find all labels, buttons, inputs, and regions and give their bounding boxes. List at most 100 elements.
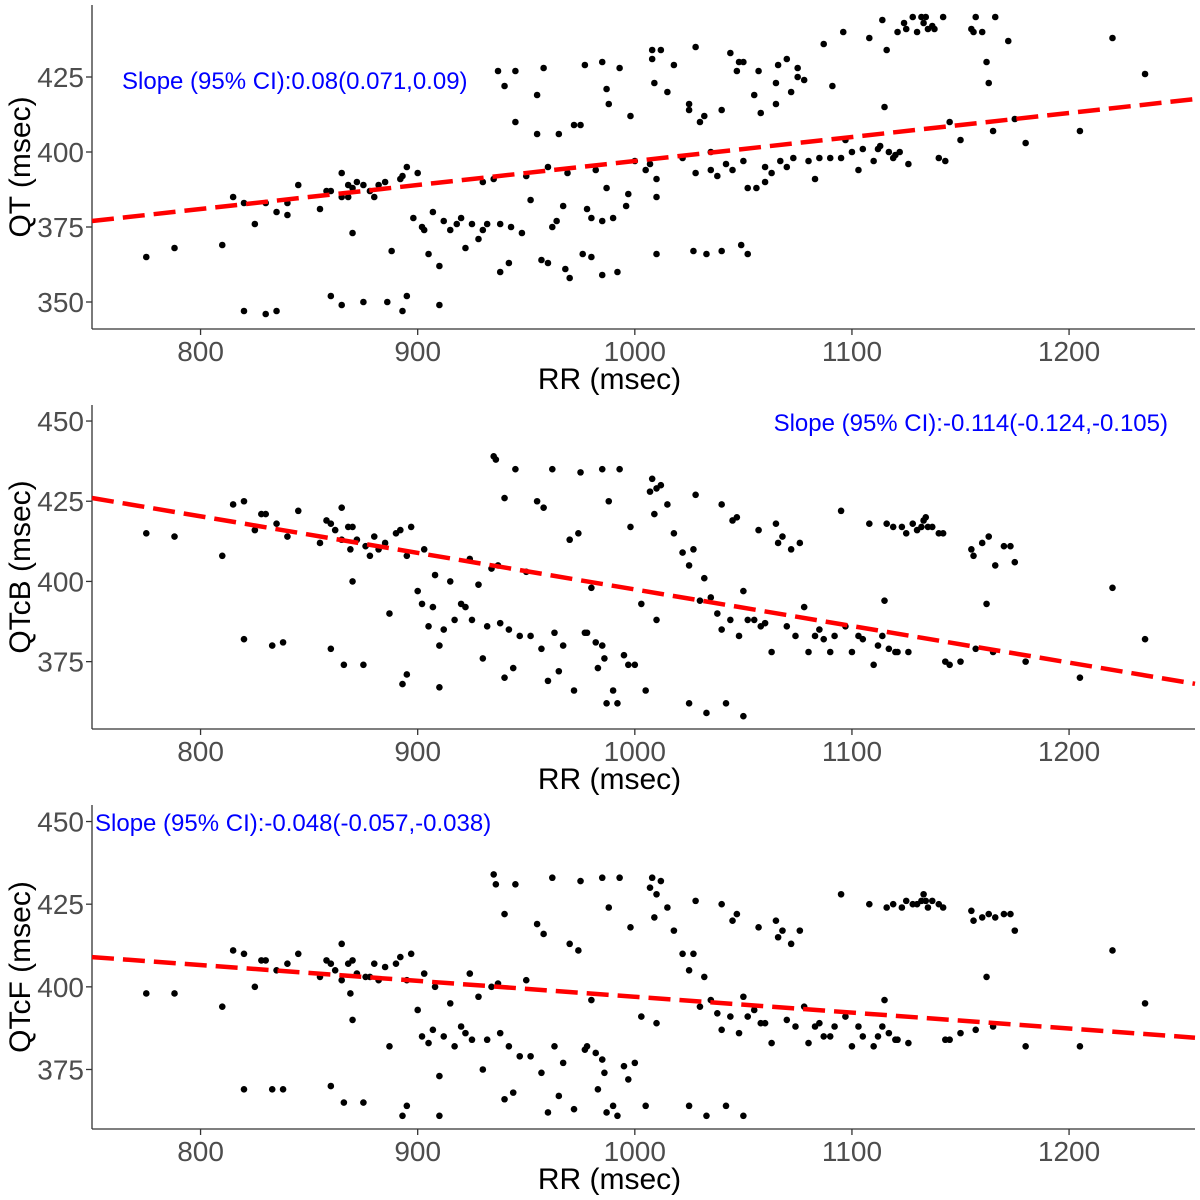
data-point [171,533,178,540]
x-tick-label: 1100 [822,736,882,767]
data-point [598,874,606,882]
data-point [792,1023,799,1030]
data-point [920,19,927,27]
data-point [360,1099,367,1106]
data-point [527,196,534,204]
data-point [375,181,382,189]
data-point [757,109,765,117]
data-point [653,616,660,624]
data-point [614,700,621,707]
data-point [879,632,886,640]
data-point [900,19,908,27]
data-point [653,250,660,258]
data-point [855,166,862,174]
data-point [646,884,654,891]
data-point [501,494,508,502]
data-point [418,600,426,608]
data-point [685,562,693,569]
data-point [284,211,291,219]
data-point [494,67,502,75]
data-point [700,574,708,582]
data-point [609,214,617,222]
data-point [631,1059,639,1067]
data-point [744,1013,752,1020]
data-point [577,469,584,476]
data-point [349,1016,356,1024]
data-point [403,671,411,678]
data-point [229,193,237,201]
data-point [983,973,990,981]
data-point [583,205,591,213]
y-tick-label: 400 [37,137,84,168]
data-point [540,504,547,511]
data-point [837,507,845,515]
data-point [218,1003,226,1010]
data-point [761,163,769,171]
data-point [338,504,345,511]
data-point [440,626,448,633]
data-point [859,635,867,643]
data-points [142,13,1149,318]
data-point [816,626,823,633]
data-point [729,166,736,174]
data-point [816,1019,823,1027]
data-point [429,208,437,216]
data-point [533,130,541,138]
data-point [262,957,270,964]
x-tick-label: 900 [394,736,441,767]
data-point [692,169,699,177]
data-point [740,993,747,1001]
data-point [538,645,545,653]
data-point [509,1089,517,1096]
data-point [653,1019,660,1027]
data-point [707,594,715,601]
regression-line [91,954,1196,1040]
data-point [664,904,671,911]
data-point [381,539,389,547]
data-point [349,229,356,237]
data-point [703,1112,710,1120]
data-point [551,1043,558,1050]
data-point [820,40,828,48]
data-point [240,950,248,958]
data-point [866,520,873,527]
data-point [566,940,573,948]
chart-panel-1: 800 900 1000 1100 1200 350 375 400 425 RR (msec) Q… [4,5,1196,396]
data-point [1141,70,1149,78]
data-point [642,166,649,174]
data-point [579,250,587,258]
data-point [501,910,508,918]
x-axis-title: RR (msec) [538,363,681,396]
y-tick-label: 450 [37,807,84,838]
data-point [718,247,725,255]
data-point [505,626,513,633]
data-point [883,520,890,527]
data-point [425,623,432,630]
data-point [620,1062,628,1070]
data-point [451,1043,458,1050]
data-point [240,1086,248,1093]
data-point [902,897,910,905]
x-tick-label: 1100 [822,1136,882,1167]
data-point [696,1003,704,1010]
data-point [338,976,345,984]
data-point [638,1013,645,1020]
data-point [690,247,697,255]
data-point [533,91,541,99]
data-point [516,632,524,640]
data-point [1011,558,1019,566]
data-point [414,1006,421,1014]
data-point [989,127,997,135]
data-point [142,990,150,997]
data-point [540,930,547,938]
x-tick-label: 900 [394,1136,441,1167]
data-point [594,664,602,672]
data-point [1109,34,1116,42]
data-point [555,1092,563,1100]
data-point [436,683,443,691]
data-point [436,1072,443,1080]
data-point [218,241,226,249]
y-tick-label: 375 [37,212,84,243]
data-point [879,16,886,24]
data-point [544,163,552,171]
